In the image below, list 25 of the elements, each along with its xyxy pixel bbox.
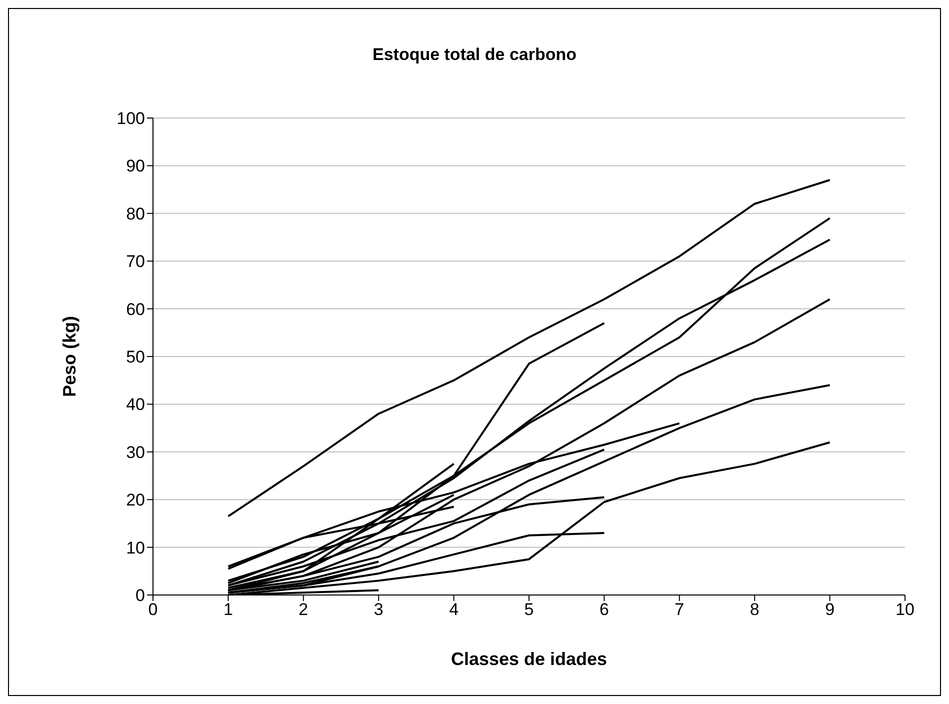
- y-tick-label: 40: [126, 395, 145, 414]
- x-tick-label: 7: [674, 600, 684, 620]
- y-tick-label: 0: [136, 586, 145, 606]
- y-tick-label: 60: [126, 300, 145, 319]
- y-tick-label: 30: [126, 442, 145, 462]
- x-tick-label: 4: [449, 600, 459, 620]
- x-tick-label: 5: [524, 600, 534, 620]
- y-tick-label: 90: [126, 156, 145, 176]
- x-tick-label: 0: [148, 600, 158, 620]
- y-tick-label: 70: [126, 252, 145, 272]
- y-tick-label: 10: [126, 538, 145, 558]
- x-tick-label: 2: [298, 600, 308, 620]
- y-tick-label: 80: [126, 204, 145, 224]
- x-tick-label: 9: [825, 600, 835, 620]
- x-tick-label: 8: [750, 600, 760, 620]
- y-tick-label: 20: [126, 490, 145, 510]
- x-axis-title: Classes de idades: [450, 649, 608, 669]
- y-tick-label: 100: [116, 109, 145, 128]
- x-tick-label: 6: [599, 600, 609, 620]
- x-tick-label: 1: [223, 600, 233, 620]
- y-axis-title: Peso (kg): [59, 316, 80, 398]
- x-tick-label: 10: [896, 600, 914, 620]
- chart-title: Estoque total de carbono: [371, 45, 578, 65]
- x-tick-label: 3: [374, 600, 384, 620]
- y-tick-label: 50: [126, 348, 145, 367]
